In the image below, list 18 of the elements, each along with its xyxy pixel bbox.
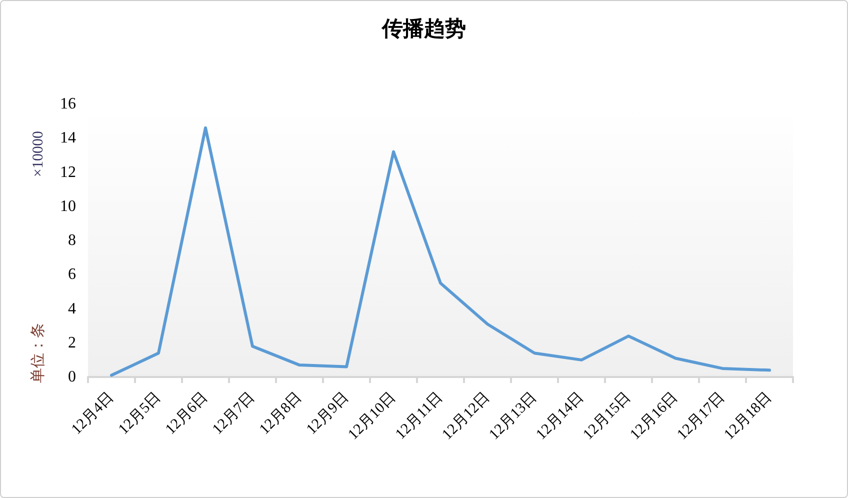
y-tick-label: 4	[68, 300, 76, 318]
text: ×10000	[30, 131, 46, 177]
y-tick-label: 0	[68, 368, 76, 386]
x-tick-label: 12月8日	[256, 389, 306, 438]
y-axis-title: 单位：条	[30, 323, 46, 383]
x-tick-label: 12月5日	[116, 389, 164, 438]
y-tick-label: 16	[60, 96, 76, 112]
chart-title: 传播趋势	[381, 16, 466, 40]
x-tick-label: 12月4日	[68, 389, 118, 438]
y-tick-label: 10	[60, 198, 76, 215]
y-tick-label: 6	[68, 266, 76, 284]
x-tick-label: 12月6日	[162, 389, 212, 438]
y-tick-label: 12	[60, 164, 76, 181]
x-tick-label: 12月7日	[210, 389, 258, 438]
y-tick-label: 14	[60, 130, 76, 147]
y-tick-label: 2	[68, 334, 76, 352]
y-tick-label: 8	[68, 232, 76, 249]
line-series	[110, 126, 771, 377]
